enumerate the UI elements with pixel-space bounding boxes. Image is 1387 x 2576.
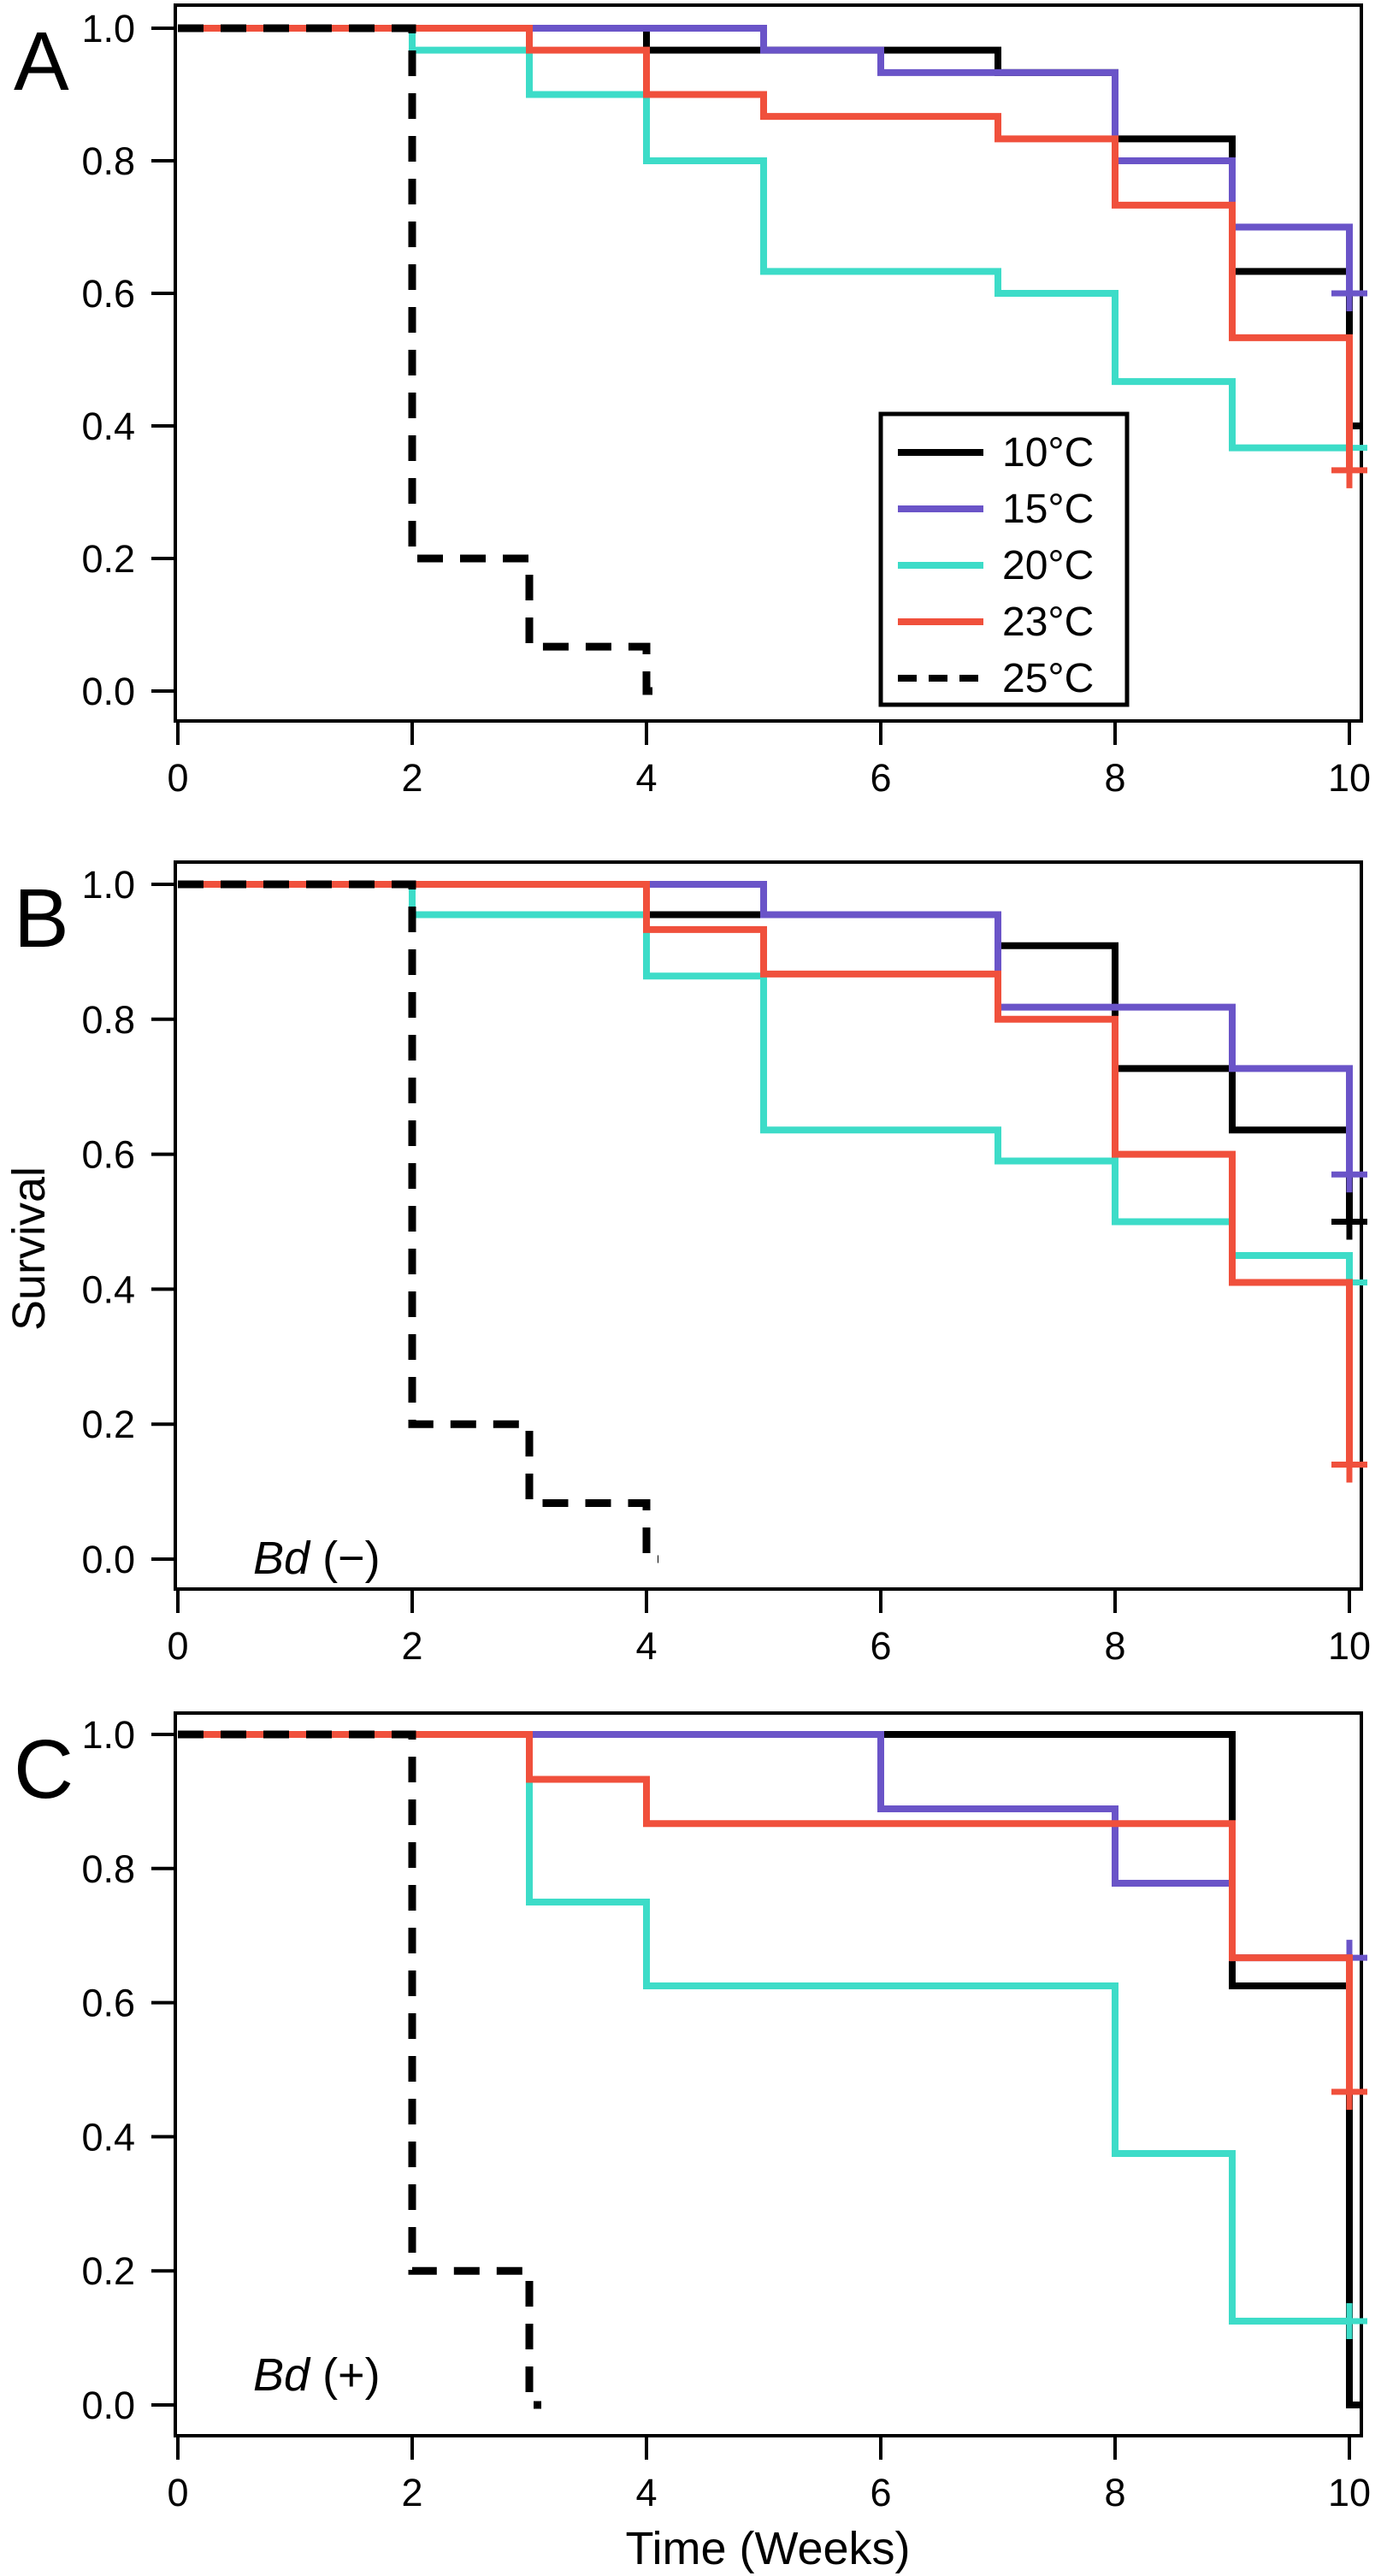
x-axis: 0 2 4 6 8 10 bbox=[167, 2436, 1371, 2514]
y-axis: 1.0 0.8 0.6 0.4 0.2 0.0 bbox=[81, 7, 175, 713]
y-tick-label: 0.6 bbox=[81, 1133, 135, 1177]
series-25C-line bbox=[178, 880, 658, 1563]
x-tick-label: 8 bbox=[1104, 2471, 1125, 2514]
censor-mark-23C bbox=[1331, 2073, 1367, 2110]
series-23C-line bbox=[178, 25, 1353, 470]
annotation-bd-C: Bd (+) bbox=[253, 2349, 381, 2401]
y-tick-label: 0.0 bbox=[81, 670, 135, 713]
x-tick-label: 10 bbox=[1328, 756, 1371, 800]
panel-letter-C: C bbox=[14, 1722, 74, 1816]
x-tick-label: 4 bbox=[635, 2471, 657, 2514]
panel-letter-B: B bbox=[14, 871, 69, 965]
legend-entry-25C: 25°C bbox=[898, 656, 1094, 701]
y-tick-label: 0.8 bbox=[81, 1847, 135, 1891]
series-10C-line bbox=[178, 25, 1361, 429]
series-10C-line bbox=[178, 1731, 1361, 2408]
x-axis: 0 2 4 6 8 10 bbox=[167, 721, 1371, 800]
y-axis: 1.0 0.8 0.6 0.4 0.2 0.0 bbox=[81, 1713, 175, 2427]
legend-entry-15C: 15°C bbox=[898, 487, 1094, 532]
y-tick-label: 0.4 bbox=[81, 405, 135, 448]
y-tick-label: 1.0 bbox=[81, 1713, 135, 1757]
plot-box bbox=[174, 3, 1363, 723]
series-15C-line bbox=[178, 25, 1353, 293]
x-tick-label: 0 bbox=[167, 756, 188, 800]
plot-box bbox=[174, 1711, 1363, 2437]
y-tick-label: 0.4 bbox=[81, 2115, 135, 2159]
x-tick-label: 0 bbox=[167, 2471, 188, 2514]
series-23C-line bbox=[178, 881, 1353, 1465]
x-axis-title: Time (Weeks) bbox=[625, 2523, 910, 2574]
x-tick-label: 8 bbox=[1104, 756, 1125, 800]
censor-mark-15C bbox=[1331, 1156, 1367, 1193]
legend-entry-20C: 20°C bbox=[898, 543, 1094, 588]
y-tick-label: 1.0 bbox=[81, 7, 135, 50]
x-tick-label: 6 bbox=[870, 1624, 891, 1668]
y-tick-label: 0.0 bbox=[81, 1538, 135, 1581]
x-tick-label: 10 bbox=[1328, 2471, 1371, 2514]
legend-label: 10°C bbox=[1002, 430, 1094, 476]
x-tick-label: 2 bbox=[401, 2471, 422, 2514]
series-20C-line bbox=[178, 25, 1349, 452]
x-tick-label: 10 bbox=[1328, 1624, 1371, 1668]
censor-mark-23C bbox=[1331, 452, 1367, 488]
legend-entry-23C: 23°C bbox=[898, 600, 1094, 645]
legend-label: 25°C bbox=[1002, 656, 1094, 701]
censor-mark-23C bbox=[1331, 1446, 1367, 1483]
censor-mark-15C bbox=[1331, 275, 1367, 311]
panel-C: 1.0 0.8 0.6 0.4 0.2 0.0 0 2 4 6 8 10 C Bd (+) bbox=[14, 1711, 1371, 2514]
x-tick-label: 4 bbox=[635, 756, 657, 800]
x-tick-label: 2 bbox=[401, 1624, 422, 1668]
x-tick-label: 4 bbox=[635, 1624, 657, 1668]
plot-box bbox=[174, 860, 1363, 1591]
y-axis-title: Survival bbox=[3, 1167, 55, 1331]
legend-box: 10°C 15°C 20°C 23°C 25°C bbox=[878, 411, 1130, 707]
y-tick-label: 0.2 bbox=[81, 2249, 135, 2293]
x-tick-label: 6 bbox=[870, 2471, 891, 2514]
x-tick-label: 0 bbox=[167, 1624, 188, 1668]
y-tick-label: 0.8 bbox=[81, 998, 135, 1042]
x-tick-label: 6 bbox=[870, 756, 891, 800]
panel-B: 1.0 0.8 0.6 0.4 0.2 0.0 0 2 4 6 8 10 B Bd (−) bbox=[14, 860, 1371, 1668]
series-20C-line bbox=[178, 1731, 1349, 2325]
annotation-bd-B: Bd (−) bbox=[253, 1533, 381, 1584]
y-tick-label: 1.0 bbox=[81, 863, 135, 907]
y-tick-label: 0.0 bbox=[81, 2384, 135, 2427]
x-tick-label: 2 bbox=[401, 756, 422, 800]
y-tick-label: 0.2 bbox=[81, 1403, 135, 1446]
legend-label: 23°C bbox=[1002, 600, 1094, 645]
censor-mark-10C bbox=[1331, 1203, 1367, 1240]
y-axis: 1.0 0.8 0.6 0.4 0.2 0.0 bbox=[81, 863, 175, 1581]
series-23C-line bbox=[178, 1731, 1353, 2092]
y-tick-label: 0.6 bbox=[81, 272, 135, 316]
series-15C-line bbox=[178, 1731, 1349, 1962]
censor-mark-20C bbox=[1331, 2303, 1367, 2339]
legend-label: 15°C bbox=[1002, 487, 1094, 532]
legend-border bbox=[878, 411, 1130, 707]
panel-letter-A: A bbox=[14, 15, 69, 108]
legend-label: 20°C bbox=[1002, 543, 1094, 588]
series-25C-line bbox=[178, 1730, 541, 2409]
y-tick-label: 0.2 bbox=[81, 537, 135, 581]
y-tick-label: 0.4 bbox=[81, 1267, 135, 1311]
x-axis: 0 2 4 6 8 10 bbox=[167, 1589, 1371, 1668]
series-25C-line bbox=[178, 24, 658, 695]
y-tick-label: 0.6 bbox=[81, 1982, 135, 2025]
y-tick-label: 0.8 bbox=[81, 139, 135, 183]
legend-entry-10C: 10°C bbox=[898, 430, 1094, 476]
panel-A: 1.0 0.8 0.6 0.4 0.2 0.0 0 2 4 6 8 10 A 10°C 15°C 20°C 23… bbox=[14, 3, 1371, 800]
x-tick-label: 8 bbox=[1104, 1624, 1125, 1668]
